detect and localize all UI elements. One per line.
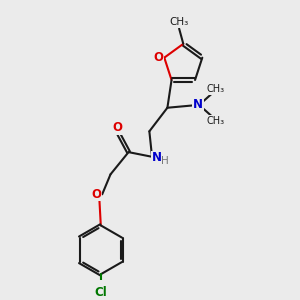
Text: Cl: Cl	[94, 286, 107, 299]
Text: H: H	[161, 156, 169, 166]
Text: N: N	[152, 151, 162, 164]
Text: O: O	[153, 51, 163, 64]
Text: O: O	[112, 122, 122, 134]
Text: CH₃: CH₃	[169, 17, 189, 28]
Text: O: O	[91, 188, 101, 201]
Text: CH₃: CH₃	[207, 84, 225, 94]
Text: CH₃: CH₃	[207, 116, 225, 126]
Text: N: N	[193, 98, 203, 112]
